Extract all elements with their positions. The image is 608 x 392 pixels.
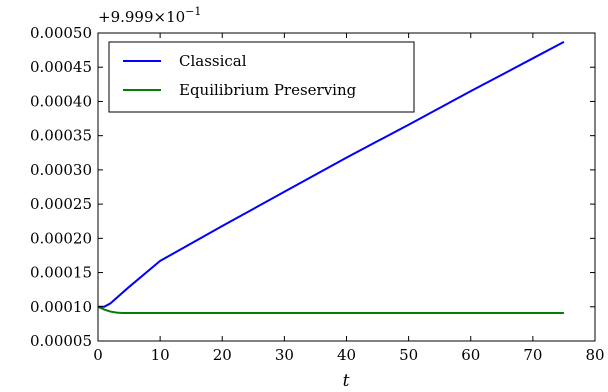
legend: Classical Equilibrium Preserving [108,41,415,113]
y-tick-label: 0.00015 [30,264,92,282]
axis-ticks: 0 10 20 30 40 50 60 70 80 0.00005 0.00010 0.00015 0.… [30,24,605,364]
x-tick-label: 80 [585,346,604,364]
series-line-1 [98,41,565,308]
y-tick-label: 0.00025 [30,195,92,213]
y-offset-label: +9.999×10−1 [98,5,201,26]
x-tick-label: 40 [337,346,356,364]
x-tick-label: 60 [461,346,480,364]
legend-label-2: Equilibrium Preserving [179,81,357,99]
y-tick-label: 0.00030 [30,161,92,179]
x-tick-label: 20 [213,346,232,364]
y-tick-label: 0.00020 [30,229,92,247]
legend-box [108,41,415,113]
y-offset-base: +9.999×10 [98,8,185,26]
x-tick-label: 30 [275,346,294,364]
x-tick-label: 10 [151,346,170,364]
y-tick-label: 0.00035 [30,127,92,145]
y-tick-label: 0.00045 [30,58,92,76]
y-offset-exponent: −1 [185,5,201,18]
series-line-2 [97,305,564,314]
y-tick-label: 0.00010 [30,298,92,316]
legend-label-1: Classical [179,52,247,70]
x-tick-label: 70 [523,346,542,364]
x-tick-label: 0 [93,346,103,364]
y-tick-label: 0.00050 [30,24,92,42]
x-axis-label: t [343,371,350,391]
x-tick-label: 50 [399,346,418,364]
y-tick-label: 0.00005 [30,332,92,350]
y-tick-label: 0.00040 [30,92,92,110]
